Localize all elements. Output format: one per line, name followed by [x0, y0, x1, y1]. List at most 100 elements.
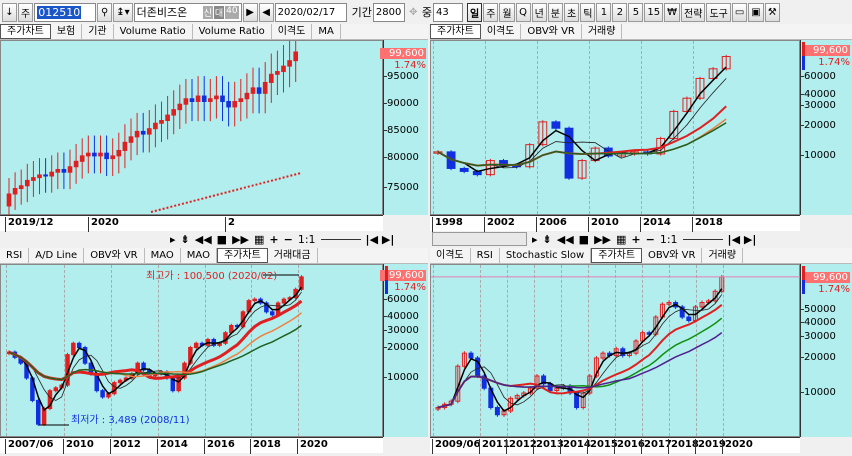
- stock-code-input[interactable]: 012510: [34, 2, 97, 22]
- period-10[interactable]: 5: [628, 2, 644, 22]
- horizontal-scrollbar[interactable]: [432, 232, 527, 246]
- candle: [55, 168, 61, 173]
- search-icon[interactable]: ⚲: [97, 2, 113, 22]
- candle: [134, 130, 140, 138]
- scroll-button-1[interactable]: ⇟: [180, 232, 190, 246]
- scroll-button-0[interactable]: ▸: [170, 232, 176, 246]
- change-percent: 1.74%: [394, 60, 426, 71]
- period-1[interactable]: 주: [483, 2, 499, 22]
- period-2[interactable]: 월: [499, 2, 515, 22]
- tab-4[interactable]: OBV와 VR: [642, 248, 703, 263]
- scroll-button-2[interactable]: ◀◀: [556, 232, 574, 246]
- down-bar: [802, 56, 805, 70]
- grid-line: [641, 41, 642, 214]
- period-12[interactable]: ₩: [664, 2, 681, 22]
- candle: [461, 352, 467, 367]
- tab-0[interactable]: 주가차트: [430, 24, 481, 39]
- period-8[interactable]: 1: [596, 2, 612, 22]
- grid-line: [205, 265, 206, 436]
- chart-plot-3[interactable]: [430, 264, 801, 437]
- tab-0[interactable]: 이격도: [430, 248, 471, 263]
- wrench-icon[interactable]: ⚒: [764, 2, 780, 22]
- period-7[interactable]: 틱: [580, 2, 596, 22]
- candle: [593, 357, 599, 377]
- tab-6[interactable]: 거래대금: [268, 248, 318, 263]
- plus-button[interactable]: +: [269, 232, 279, 246]
- down-button[interactable]: ↓: [2, 2, 17, 22]
- play-icon[interactable]: ▶: [242, 2, 258, 22]
- period-0[interactable]: 일: [466, 2, 483, 22]
- candle: [682, 97, 692, 112]
- period-6[interactable]: 초: [564, 2, 580, 22]
- candle: [666, 302, 672, 305]
- tab-1[interactable]: A/D Line: [29, 248, 85, 263]
- tab-3[interactable]: Volume Ratio: [114, 24, 193, 39]
- tab-3[interactable]: 거래량: [582, 24, 623, 39]
- list-icon[interactable]: ↨▾: [113, 2, 133, 22]
- period-buttons: 일 주 월 Q 년 분 초 틱 1 2 5 15 ₩: [466, 2, 681, 22]
- tab-3[interactable]: MAO: [145, 248, 181, 263]
- plus-button[interactable]: +: [631, 232, 641, 246]
- tab-0[interactable]: 주가차트: [0, 24, 51, 39]
- tab-0[interactable]: RSI: [0, 248, 30, 263]
- tab-4[interactable]: Volume Ratio: [193, 24, 272, 39]
- moving-average-line: [150, 172, 302, 213]
- x-tick-label: 2020: [88, 217, 119, 232]
- tab-2[interactable]: 기관: [82, 24, 114, 39]
- tab-1[interactable]: 보험: [51, 24, 83, 39]
- period-3[interactable]: Q: [515, 2, 531, 22]
- candle: [165, 114, 170, 122]
- candle: [214, 95, 219, 100]
- scroll-button-5[interactable]: ▦: [616, 232, 627, 246]
- zoom-slider[interactable]: [320, 238, 361, 240]
- end-buttons[interactable]: |◀ ▶|: [365, 232, 395, 246]
- mid-input[interactable]: 43: [432, 2, 463, 22]
- chart-plot-2[interactable]: 최고가 : 100,500 (2020/02) 최저가 : 3,489 (2008…: [0, 264, 383, 437]
- end-buttons[interactable]: |◀ ▶|: [727, 232, 757, 246]
- tools-button[interactable]: 도구: [706, 2, 731, 22]
- scroll-button-3[interactable]: ■: [216, 232, 228, 246]
- scroll-controls: ▸ ⇟ ◀◀ ■ ▶▶ ▦ + −1:1 |◀ ▶|: [430, 230, 852, 248]
- tab-4[interactable]: MAO: [181, 248, 217, 263]
- move-icon[interactable]: ✥: [409, 6, 418, 18]
- grid-line: [693, 41, 694, 214]
- scroll-button-5[interactable]: ▦: [254, 232, 265, 246]
- zoom-slider[interactable]: [682, 238, 723, 240]
- tab-2[interactable]: Stochastic Slow: [500, 248, 592, 263]
- tab-1[interactable]: 이격도: [481, 24, 522, 39]
- period-4[interactable]: 년: [531, 2, 547, 22]
- scroll-button-2[interactable]: ◀◀: [194, 232, 212, 246]
- minus-button[interactable]: −: [645, 232, 655, 246]
- folder-icon[interactable]: ▭: [731, 2, 748, 22]
- back-icon[interactable]: ◀: [258, 2, 274, 22]
- strategy-button[interactable]: 전략: [681, 2, 706, 22]
- scroll-button-0[interactable]: ▸: [532, 232, 538, 246]
- y-tick-label: 75000: [383, 182, 419, 193]
- tab-1[interactable]: RSI: [471, 248, 500, 263]
- tab-2[interactable]: OBV와 VR: [521, 24, 582, 39]
- x-tick-label: 2014: [640, 217, 671, 232]
- chart-plot-0[interactable]: [0, 40, 383, 216]
- save-icon[interactable]: ▣: [748, 2, 764, 22]
- scroll-button-4[interactable]: ▶▶: [594, 232, 611, 246]
- scroll-button-3[interactable]: ■: [578, 232, 590, 246]
- date-input[interactable]: 2020/02/17: [274, 2, 347, 22]
- period-9[interactable]: 2: [612, 2, 628, 22]
- stock-name-field[interactable]: 더존비즈온 신 대 40: [133, 2, 242, 22]
- tab-3[interactable]: 주가차트: [591, 248, 643, 263]
- scroll-button-1[interactable]: ⇟: [542, 232, 552, 246]
- tab-5[interactable]: 주가차트: [216, 248, 268, 263]
- type-button[interactable]: 주: [18, 2, 34, 22]
- minus-button[interactable]: −: [283, 232, 293, 246]
- chart-tabs: 주가차트 이격도 OBV와 VR 거래량: [430, 24, 852, 40]
- tab-2[interactable]: OBV와 VR: [84, 248, 145, 263]
- period-5[interactable]: 분: [547, 2, 563, 22]
- scroll-button-4[interactable]: ▶▶: [232, 232, 249, 246]
- tab-5[interactable]: 이격도: [272, 24, 313, 39]
- y-tick-label: 20000: [383, 342, 419, 353]
- period-input[interactable]: 2800: [372, 2, 405, 22]
- chart-plot-1[interactable]: [430, 40, 800, 215]
- tab-5[interactable]: 거래량: [702, 248, 744, 263]
- period-11[interactable]: 15: [644, 2, 664, 22]
- tab-6[interactable]: MA: [312, 24, 341, 39]
